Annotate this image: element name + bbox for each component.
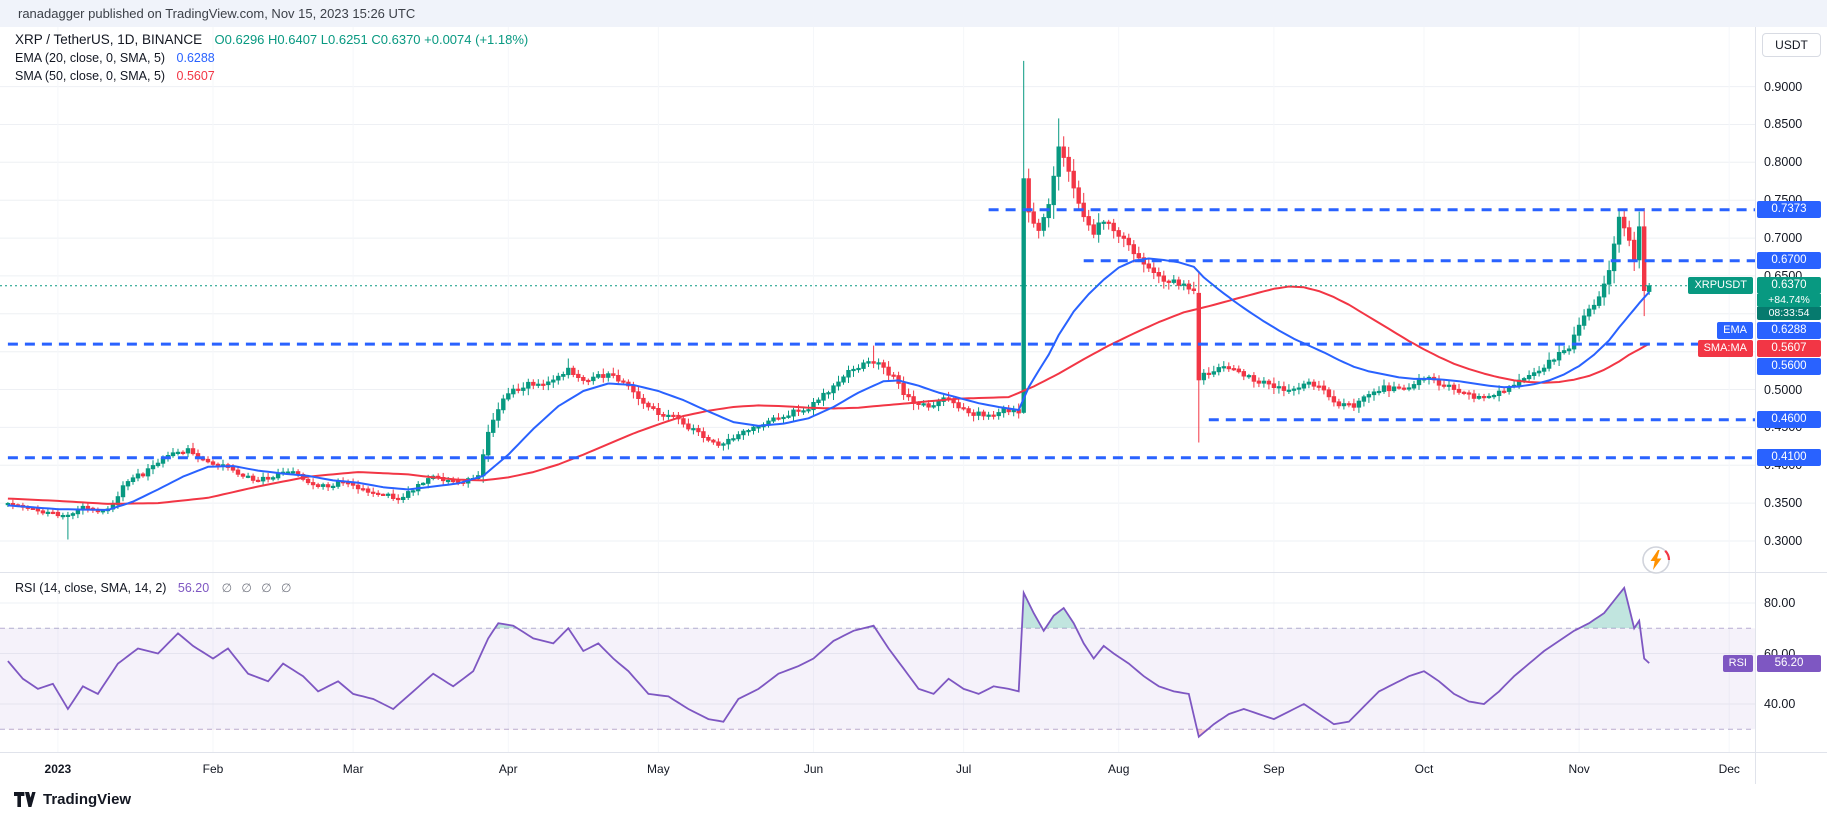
- rsi-line[interactable]: [7, 585, 1650, 739]
- price-tick-label: 0.5000: [1764, 382, 1803, 397]
- ohlc-values: O0.6296 H0.6407 L0.6251 C0.6370 +0.0074 …: [214, 32, 529, 47]
- rsi-legend-row[interactable]: RSI (14, close, SMA, 14, 2) 56.20 ∅ ∅ ∅ …: [15, 580, 294, 596]
- price-tick-label: 0.4500: [1764, 420, 1803, 435]
- time-axis-label: Aug: [1108, 762, 1130, 776]
- currency-toggle-button[interactable]: USDT: [1762, 33, 1821, 57]
- time-axis-label: May: [647, 762, 670, 776]
- sma-legend-value: 0.5607: [176, 69, 215, 83]
- price-tick-label: 0.7500: [1764, 193, 1803, 208]
- rsi-tick-label: 40.00: [1764, 697, 1796, 711]
- publish-info-bar: ranadagger published on TradingView.com,…: [0, 0, 1827, 27]
- lightning-icon: [1642, 546, 1671, 574]
- time-scale[interactable]: 2023 Feb Mar Apr May Jun Jul Aug Sep Oct Nov Dec: [0, 752, 1755, 784]
- price-tick-label: 0.9000: [1764, 79, 1803, 94]
- rsi-legend-value: 56.20: [177, 581, 210, 595]
- time-axis-label: Dec: [1718, 762, 1740, 776]
- ema-legend-row[interactable]: EMA (20, close, 0, SMA, 5) 0.6288: [15, 49, 528, 66]
- price-tick-label: 0.8500: [1764, 117, 1803, 132]
- tradingview-logo-mark: [14, 792, 36, 807]
- candles-down: [10, 136, 1647, 519]
- price-tick-label: 0.7000: [1764, 231, 1803, 246]
- rsi-tick-label: 80.00: [1764, 596, 1796, 610]
- indicator-legend: XRP / TetherUS, 1D, BINANCE O0.6296 H0.6…: [15, 31, 528, 85]
- time-axis-label: Jun: [803, 762, 824, 776]
- ema-20-line[interactable]: [7, 257, 1650, 511]
- time-axis-label: Mar: [342, 762, 364, 776]
- time-axis-label: Feb: [202, 762, 224, 776]
- price-tick-label: 0.6500: [1764, 268, 1803, 283]
- sma-legend-name: SMA (50, close, 0, SMA, 5): [15, 69, 166, 83]
- tradingview-logo[interactable]: TradingView: [14, 791, 131, 808]
- ema-legend-value: 0.6288: [176, 51, 215, 65]
- rsi-legend-hidden-values: ∅ ∅ ∅ ∅: [221, 581, 295, 595]
- rsi-band: [0, 628, 1755, 730]
- price-tick-label: 0.8000: [1764, 155, 1803, 170]
- price-tick-label: 0.4000: [1764, 458, 1803, 473]
- sma-legend-row[interactable]: SMA (50, close, 0, SMA, 5) 0.5607: [15, 67, 528, 84]
- rsi-overbought-fill: [494, 587, 1641, 629]
- time-axis-label: 2023: [44, 762, 72, 776]
- price-scale[interactable]: 0.9000 0.8500 0.8000 0.7500 0.7000 0.6500 0.50…: [1755, 27, 1827, 784]
- publish-info-text: ranadagger published on TradingView.com,…: [18, 6, 416, 21]
- grid-lines: [0, 27, 1755, 752]
- rsi-tick-label: 60.00: [1764, 646, 1796, 661]
- tradingview-logo-text: TradingView: [43, 791, 132, 808]
- time-axis-label: Jul: [955, 762, 972, 776]
- time-axis-label: Nov: [1568, 762, 1590, 776]
- price-tick-label: 0.3000: [1764, 533, 1803, 548]
- symbol-title: XRP / TetherUS, 1D, BINANCE: [15, 32, 203, 47]
- rsi-legend-name: RSI (14, close, SMA, 14, 2): [15, 581, 167, 595]
- symbol-legend-row[interactable]: XRP / TetherUS, 1D, BINANCE O0.6296 H0.6…: [15, 31, 528, 48]
- footer-bar: TradingView: [0, 784, 1827, 815]
- time-axis-label: Apr: [498, 762, 518, 776]
- time-axis-label: Oct: [1414, 762, 1434, 776]
- idea-flash-icon[interactable]: [1640, 544, 1672, 576]
- price-tick-label: 0.3500: [1764, 496, 1803, 511]
- time-axis-label: Sep: [1263, 762, 1285, 776]
- candles-up: [5, 60, 1652, 540]
- ema-legend-name: EMA (20, close, 0, SMA, 5): [15, 51, 166, 65]
